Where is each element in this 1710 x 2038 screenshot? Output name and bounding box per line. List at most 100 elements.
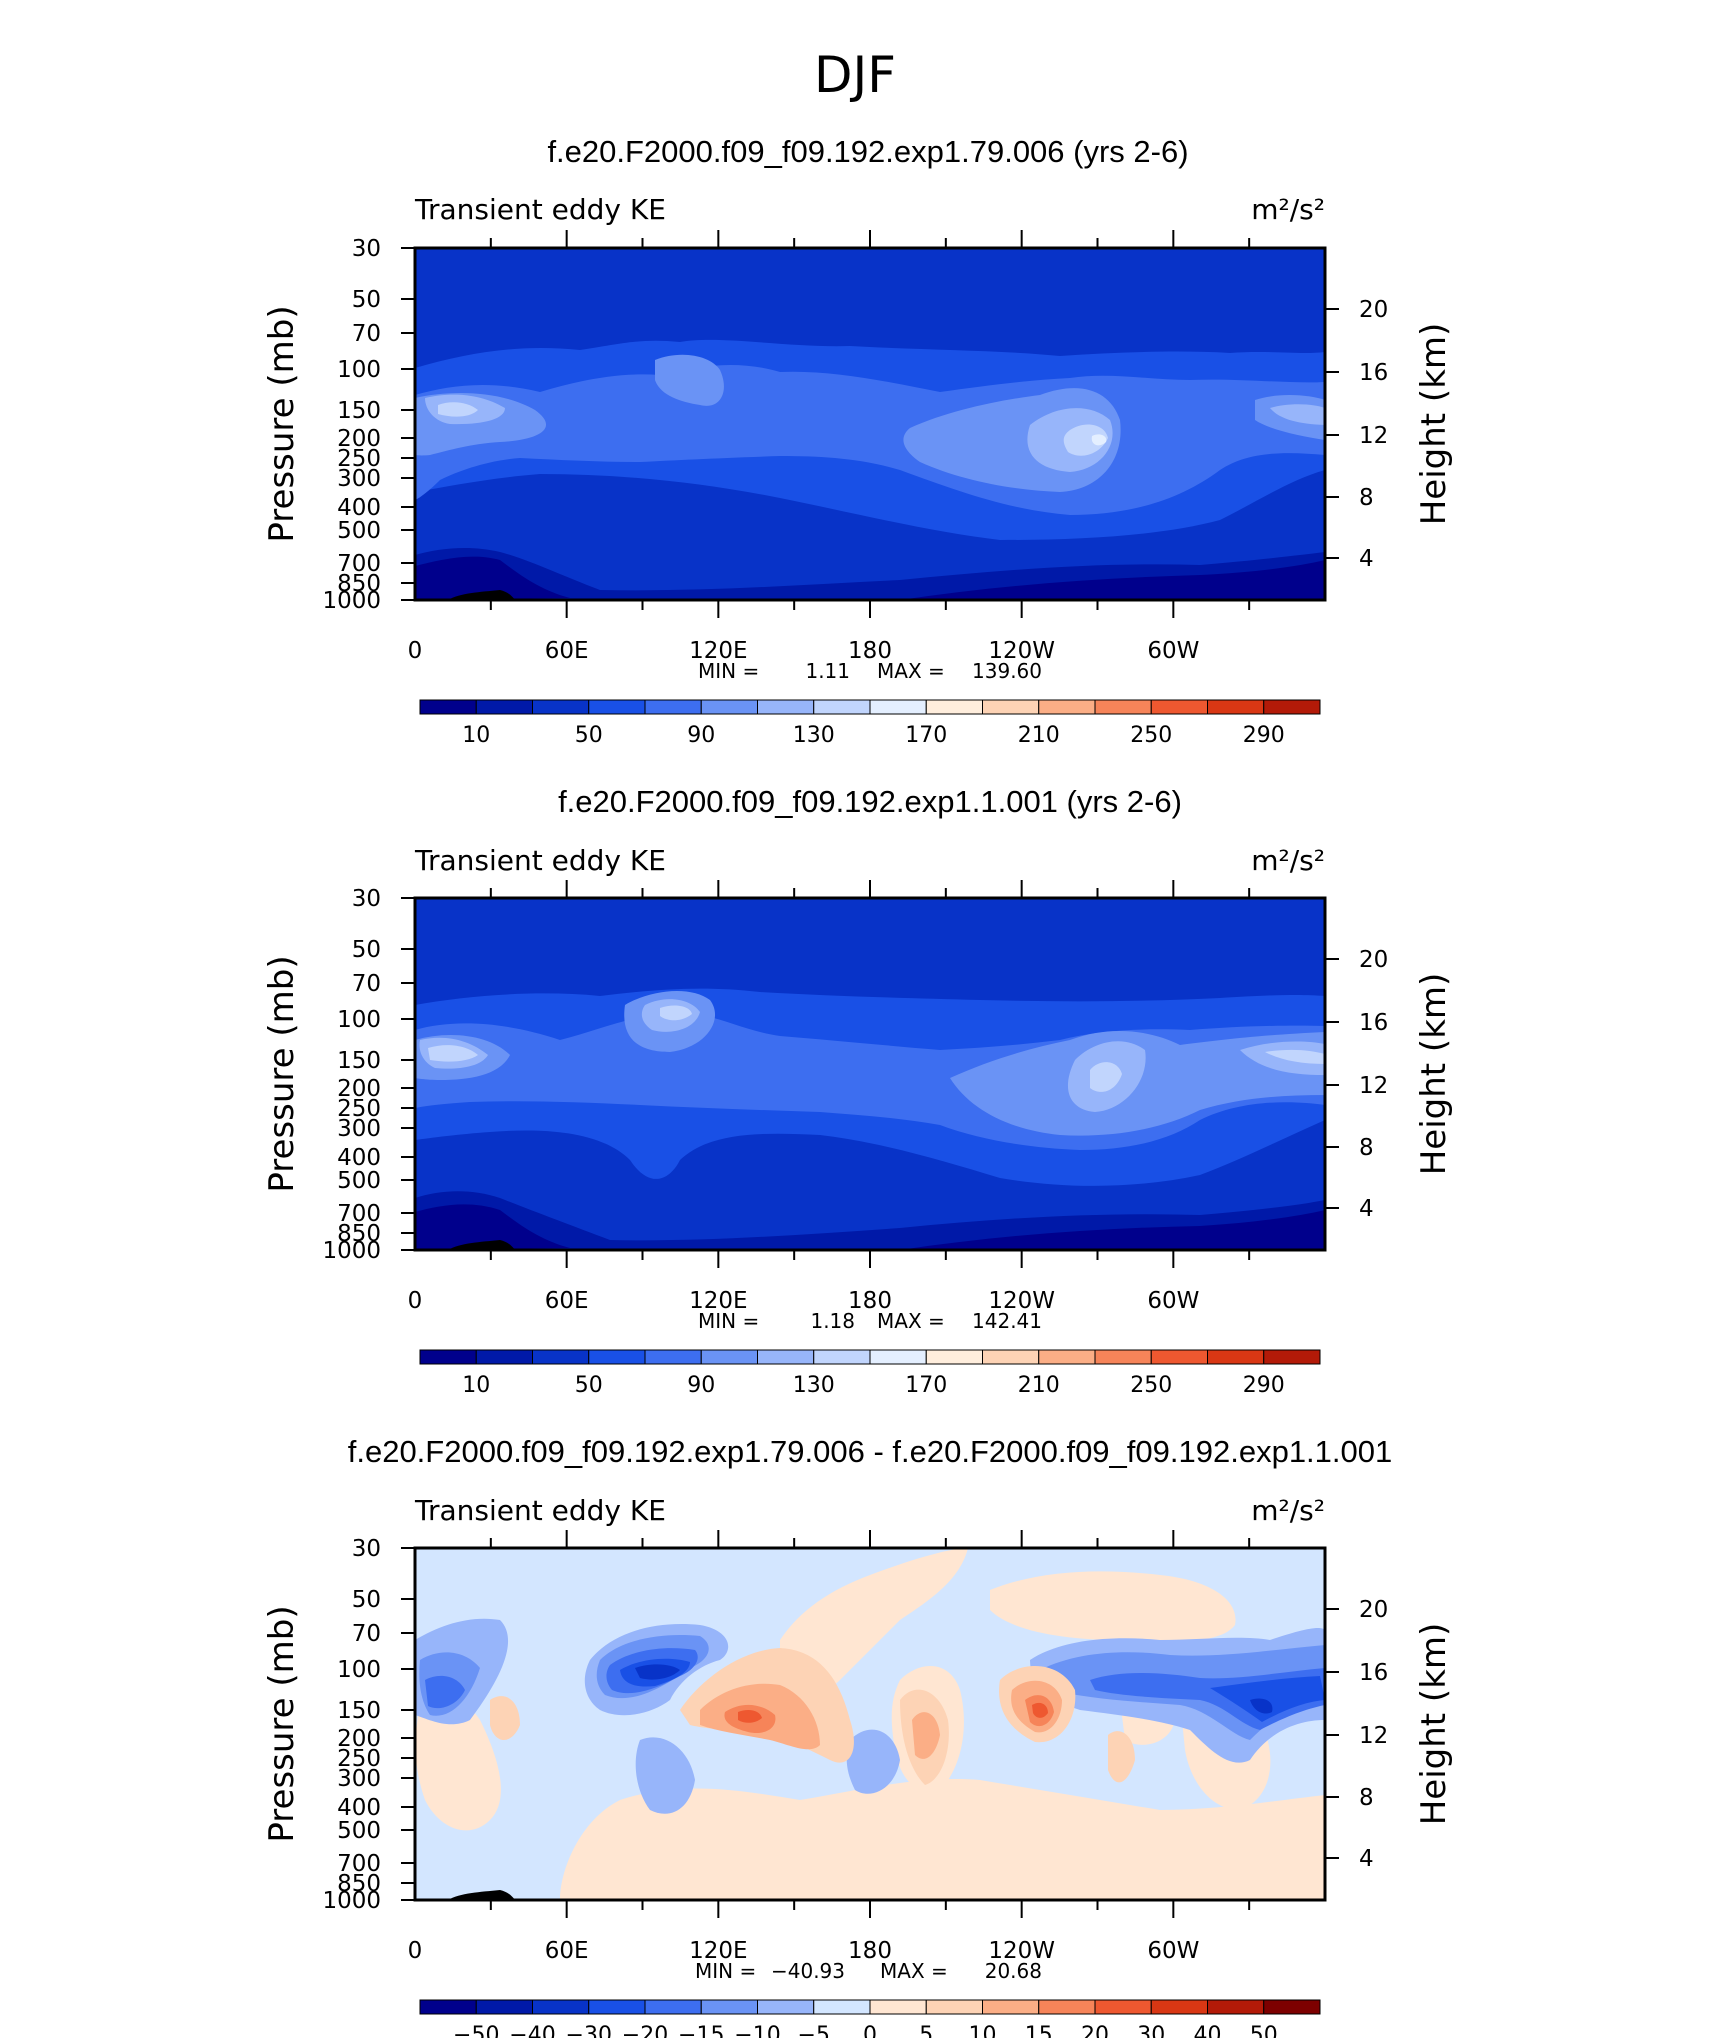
colorbar-swatch xyxy=(1207,699,1265,715)
y-tick-label: 500 xyxy=(337,1168,381,1194)
colorbar-swatch xyxy=(475,699,533,715)
y-tick-label: 100 xyxy=(337,1007,381,1033)
y-tick-label: 70 xyxy=(352,321,381,347)
colorbar-label: 170 xyxy=(905,723,947,748)
panel-title: f.e20.F2000.f09_f09.192.exp1.1.001 (yrs … xyxy=(558,784,1182,819)
colorbar-label: 10 xyxy=(462,1373,490,1398)
y2-tick-label: 4 xyxy=(1359,546,1374,572)
colorbar-label: −10 xyxy=(734,2023,780,2038)
max-label: MAX = xyxy=(880,1959,948,1983)
contour-level-0 xyxy=(415,1204,1325,1250)
y2-tick-label: 20 xyxy=(1359,297,1388,323)
y-tick-label: 1000 xyxy=(322,1888,381,1914)
contour-field xyxy=(415,898,1325,1250)
colorbar-swatch xyxy=(419,1349,477,1365)
x-tick-label: 60W xyxy=(1147,1938,1199,1964)
max-value: 139.60 xyxy=(972,659,1042,683)
colorbar-label: 5 xyxy=(919,2023,933,2038)
colorbar-label: 290 xyxy=(1243,723,1285,748)
contour-level-110 xyxy=(428,1005,1325,1092)
y2-tick-label: 20 xyxy=(1359,947,1388,973)
y-axis-label: Pressure (mb) xyxy=(262,1605,302,1842)
y-tick-label: 850 xyxy=(337,571,381,597)
panel-1: f.e20.F2000.f09_f09.192.exp1.79.006 (yrs… xyxy=(262,134,1454,748)
colorbar-swatch xyxy=(475,1999,533,2015)
colorbar-label: 50 xyxy=(575,1373,603,1398)
y-tick-label: 300 xyxy=(337,466,381,492)
colorbar-label: 40 xyxy=(1194,2023,1222,2038)
colorbar-swatch xyxy=(982,1349,1040,1365)
x-tick-label: 120W xyxy=(988,1938,1055,1964)
contour-field xyxy=(415,1548,1325,1900)
colorbar-swatch xyxy=(588,1349,646,1365)
y-tick-label: 300 xyxy=(337,1766,381,1792)
max-label: MAX = xyxy=(877,659,945,683)
y-tick-label: 50 xyxy=(352,287,381,313)
colorbar-label: 90 xyxy=(687,723,715,748)
contour-level-0 xyxy=(415,556,1325,600)
colorbar-swatch xyxy=(588,699,646,715)
colorbar-swatch xyxy=(532,699,590,715)
contour-level-plus-10 xyxy=(700,1680,1062,1759)
colorbar-swatch xyxy=(475,1349,533,1365)
x-tick-label: 60E xyxy=(545,638,589,664)
y-tick-label: 700 xyxy=(337,551,381,577)
colorbar-swatch xyxy=(982,1999,1040,2015)
x-tick-label: 180 xyxy=(848,638,892,664)
colorbar-label: 290 xyxy=(1243,1373,1285,1398)
y-tick-label: 250 xyxy=(337,1746,381,1772)
y-tick-label: 1000 xyxy=(322,1238,381,1264)
colorbar-swatch xyxy=(532,1349,590,1365)
colorbar-label: −30 xyxy=(566,2023,612,2038)
colorbar-swatch xyxy=(1038,1999,1096,2015)
colorbar-swatch xyxy=(925,1999,983,2015)
contour-level-plus-0 xyxy=(415,1548,1325,1900)
colorbar-label: 10 xyxy=(969,2023,997,2038)
y-tick-label: 30 xyxy=(352,886,381,912)
y2-tick-label: 4 xyxy=(1359,1196,1374,1222)
colorbar-swatch xyxy=(1263,1999,1321,2015)
colorbar-swatch xyxy=(869,1999,927,2015)
y-tick-label: 150 xyxy=(337,1698,381,1724)
y-tick-label: 400 xyxy=(337,1145,381,1171)
x-tick-label: 60E xyxy=(545,1288,589,1314)
colorbar-swatch xyxy=(1263,699,1321,715)
y2-tick-label: 20 xyxy=(1359,1597,1388,1623)
y-tick-label: 200 xyxy=(337,1076,381,1102)
y-tick-label: 30 xyxy=(352,236,381,262)
y-tick-label: 70 xyxy=(352,971,381,997)
y2-tick-label: 16 xyxy=(1359,1010,1388,1036)
colorbar-swatch xyxy=(813,1349,871,1365)
max-value: 142.41 xyxy=(972,1309,1042,1333)
colorbar-label: 130 xyxy=(793,723,835,748)
colorbar-swatch xyxy=(532,1999,590,2015)
y-axis-label: Pressure (mb) xyxy=(262,305,302,542)
colorbar-swatch xyxy=(757,1349,815,1365)
colorbar-label: 50 xyxy=(575,723,603,748)
colorbar-label: −15 xyxy=(678,2023,724,2038)
colorbar-label: 30 xyxy=(1137,2023,1165,2038)
y2-tick-label: 4 xyxy=(1359,1846,1374,1872)
y-tick-label: 700 xyxy=(337,1851,381,1877)
topography xyxy=(448,590,515,600)
y-tick-label: 250 xyxy=(337,1096,381,1122)
colorbar-label: 20 xyxy=(1081,2023,1109,2038)
colorbar-swatch xyxy=(1150,1999,1208,2015)
topography xyxy=(448,1890,515,1900)
colorbar-swatch xyxy=(1094,1349,1152,1365)
min-value: 1.11 xyxy=(805,659,850,683)
colorbar-label: −40 xyxy=(509,2023,555,2038)
colorbar-label: 170 xyxy=(905,1373,947,1398)
x-tick-label: 120W xyxy=(988,638,1055,664)
y2-axis-label: Height (km) xyxy=(1414,323,1454,526)
y-tick-label: 400 xyxy=(337,1795,381,1821)
colorbar-swatch xyxy=(1094,699,1152,715)
y-tick-label: 50 xyxy=(352,937,381,963)
colorbar-label: 210 xyxy=(1018,1373,1060,1398)
contour-level-130 xyxy=(1091,434,1107,446)
y2-tick-label: 16 xyxy=(1359,360,1388,386)
y-tick-label: 30 xyxy=(352,1536,381,1562)
panel-3-difference: f.e20.F2000.f09_f09.192.exp1.79.006 - f.… xyxy=(262,1434,1454,2038)
colorbar-swatch xyxy=(757,699,815,715)
y2-tick-label: 16 xyxy=(1359,1660,1388,1686)
